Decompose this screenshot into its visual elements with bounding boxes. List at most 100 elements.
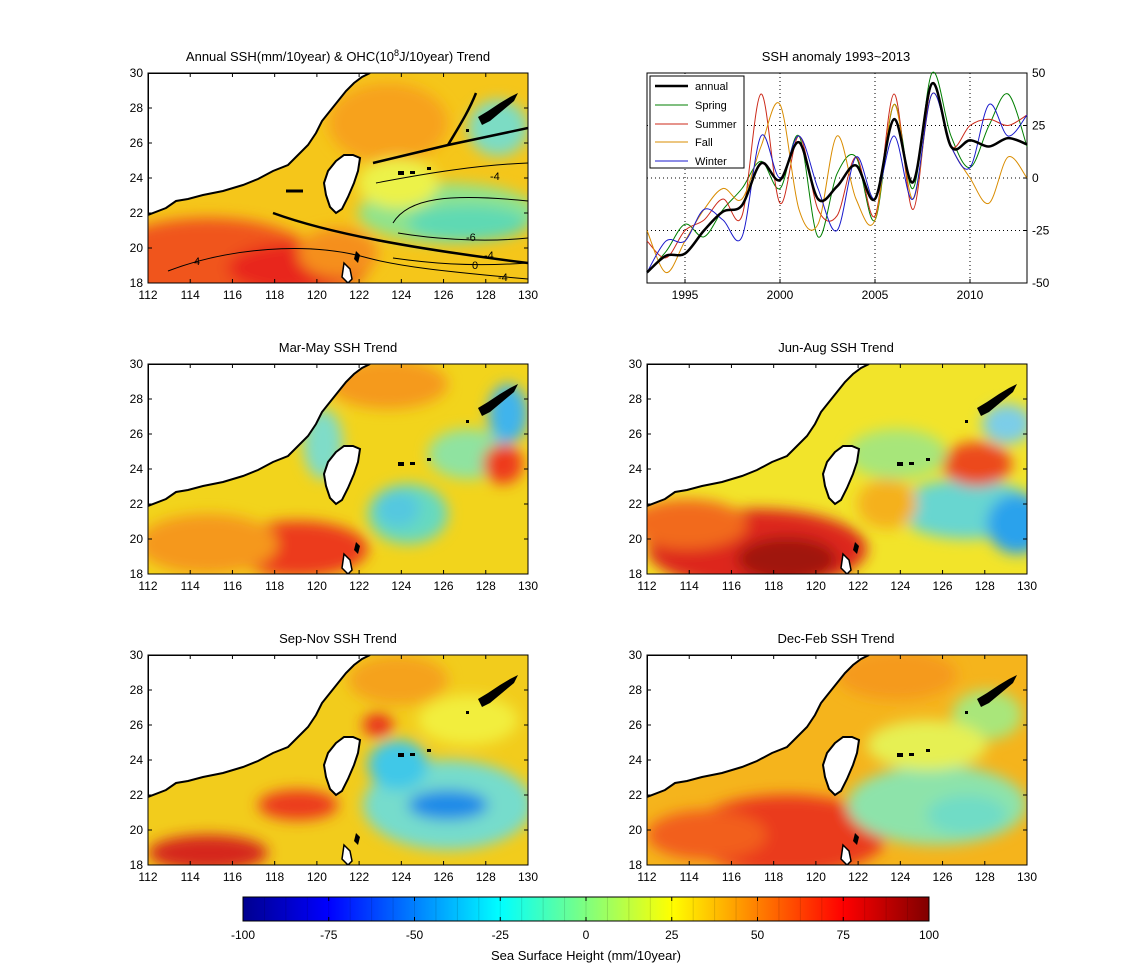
colorbar-tick-label: -100 xyxy=(231,928,255,942)
anomaly-series xyxy=(646,71,1028,274)
map-x-tick-label: 128 xyxy=(476,870,496,884)
map-x-tick-label: 114 xyxy=(181,870,200,884)
map-y-tick-label: 24 xyxy=(629,462,643,476)
map-y-tick-label: 22 xyxy=(130,497,144,511)
colorbar-tick-label: -50 xyxy=(406,928,424,942)
panel-title-winter: Dec-Feb SSH Trend xyxy=(777,631,894,646)
map-y-tick-label: 26 xyxy=(629,718,643,732)
map-x-tick-label: 118 xyxy=(764,870,783,884)
map-y-tick-label: 28 xyxy=(130,101,144,115)
panel-summer-trend: Jun-Aug SSH Trend xyxy=(646,340,1028,575)
colorbar-tick-label: -75 xyxy=(320,928,338,942)
legend-summer: Summer xyxy=(695,119,737,131)
map-y-tick-label: 28 xyxy=(629,683,643,697)
map-x-tick-label: 130 xyxy=(518,870,538,884)
legend-winter: Winter xyxy=(695,156,727,168)
map-x-tick-label: 112 xyxy=(138,288,157,302)
panel-title-summer: Jun-Aug SSH Trend xyxy=(778,340,894,355)
panel-ssh-anomaly: SSH anomaly 1993~2013 1995 2000 2005 2010 50… xyxy=(646,49,1050,302)
colorbar-tick-label: 75 xyxy=(837,928,851,942)
map-y-tick-label: 22 xyxy=(629,497,643,511)
map-x-tick-label: 122 xyxy=(349,579,369,593)
colorbar-tick-label: 0 xyxy=(583,928,590,942)
map-y-tick-label: 26 xyxy=(130,136,144,150)
map-x-tick-label: 114 xyxy=(181,579,200,593)
colorbar-tick-label: -25 xyxy=(492,928,510,942)
map-y-tick-label: 26 xyxy=(629,427,643,441)
map-y-tick-label: 24 xyxy=(629,753,643,767)
map-y-tick-label: 28 xyxy=(130,683,144,697)
map-y-tick-label: 20 xyxy=(130,241,144,255)
map-x-tick-label: 118 xyxy=(265,579,284,593)
colorbar-ticks: -100 -75 -50 -25 0 25 50 75 100 xyxy=(231,897,939,942)
map-x-tick-label: 124 xyxy=(391,579,411,593)
map-y-tick-label: 22 xyxy=(130,788,144,802)
map-x-tick-label: 112 xyxy=(637,579,656,593)
map-x-tick-label: 118 xyxy=(265,870,284,884)
panel-spring-trend: Mar-May SSH Trend xyxy=(147,340,529,575)
map-x-tick-label: 126 xyxy=(434,870,454,884)
map-x-tick-label: 130 xyxy=(518,288,538,302)
map-x-tick-label: 122 xyxy=(349,870,369,884)
map-x-tick-label: 128 xyxy=(975,870,995,884)
panel-title-annual: Annual SSH(mm/10year) & OHC(108J/10year)… xyxy=(186,48,490,64)
map-x-tick-label: 112 xyxy=(637,870,656,884)
map-x-tick-label: 126 xyxy=(434,288,454,302)
map-x-tick-label: 120 xyxy=(307,870,327,884)
map-y-tick-label: 30 xyxy=(130,66,144,80)
map-x-tick-label: 128 xyxy=(975,579,995,593)
series-line-spring xyxy=(646,71,1028,273)
map-x-tick-label: 122 xyxy=(848,870,868,884)
map-y-tick-label: 30 xyxy=(629,648,643,662)
map-y-tick-label: 18 xyxy=(130,567,144,581)
panel-title-anomaly: SSH anomaly 1993~2013 xyxy=(762,49,911,64)
anomaly-y-tick-label: -25 xyxy=(1032,224,1050,238)
map-x-tick-label: 116 xyxy=(223,870,242,884)
map-x-tick-label: 118 xyxy=(265,288,284,302)
map-x-tick-label: 116 xyxy=(722,579,741,593)
contour-label: -6 xyxy=(466,232,476,244)
map-x-tick-label: 126 xyxy=(933,579,953,593)
contour-label: -4 xyxy=(490,171,500,183)
contour-label: -4 xyxy=(498,272,508,284)
map-y-tick-label: 18 xyxy=(130,858,144,872)
map-x-tick-label: 126 xyxy=(434,579,454,593)
anomaly-y-tick-label: 50 xyxy=(1032,66,1046,80)
map-y-tick-label: 20 xyxy=(629,532,643,546)
map-x-tick-label: 130 xyxy=(1017,870,1037,884)
contour-label: 4 xyxy=(194,256,200,268)
colorbar-tick-label: 25 xyxy=(665,928,679,942)
anomaly-ticks: 1995 2000 2005 2010 50 25 0 -25 -50 xyxy=(672,66,1050,302)
map-y-tick-label: 18 xyxy=(629,858,643,872)
map-x-tick-label: 120 xyxy=(806,579,826,593)
map-y-tick-label: 24 xyxy=(130,753,144,767)
map-y-tick-label: 24 xyxy=(130,462,144,476)
contour-label: 0 xyxy=(472,260,478,272)
legend-fall: Fall xyxy=(695,137,713,149)
colorbar-tick-label: 50 xyxy=(751,928,765,942)
map-x-tick-label: 116 xyxy=(722,870,741,884)
map-axis-ticks: 112 114 116 118 120 122 124 126 128 130 18 20 22 24 26… xyxy=(130,66,1038,884)
map-x-tick-label: 116 xyxy=(223,288,242,302)
map-x-tick-label: 128 xyxy=(476,579,496,593)
anomaly-y-tick-label: -50 xyxy=(1032,276,1050,290)
map-y-tick-label: 30 xyxy=(130,357,144,371)
map-x-tick-label: 124 xyxy=(890,579,910,593)
map-x-tick-label: 120 xyxy=(307,288,327,302)
map-x-tick-label: 128 xyxy=(476,288,496,302)
map-x-tick-label: 112 xyxy=(138,579,157,593)
map-x-tick-label: 122 xyxy=(349,288,369,302)
contour-label: -4 xyxy=(484,250,494,262)
panel-title-spring: Mar-May SSH Trend xyxy=(279,340,397,355)
colorbar: -100 -75 -50 -25 0 25 50 75 100 Sea Surface Heig… xyxy=(231,896,939,963)
map-x-tick-label: 124 xyxy=(391,288,411,302)
map-x-tick-label: 114 xyxy=(181,288,200,302)
series-line-summer xyxy=(646,82,1028,259)
legend-spring: Spring xyxy=(695,100,727,112)
map-y-tick-label: 26 xyxy=(130,718,144,732)
anomaly-x-tick-label: 2000 xyxy=(767,288,794,302)
map-x-tick-label: 130 xyxy=(1017,579,1037,593)
map-x-tick-label: 120 xyxy=(806,870,826,884)
anomaly-legend: annual Spring Summer Fall Winter xyxy=(649,75,745,169)
map-y-tick-label: 22 xyxy=(130,206,144,220)
